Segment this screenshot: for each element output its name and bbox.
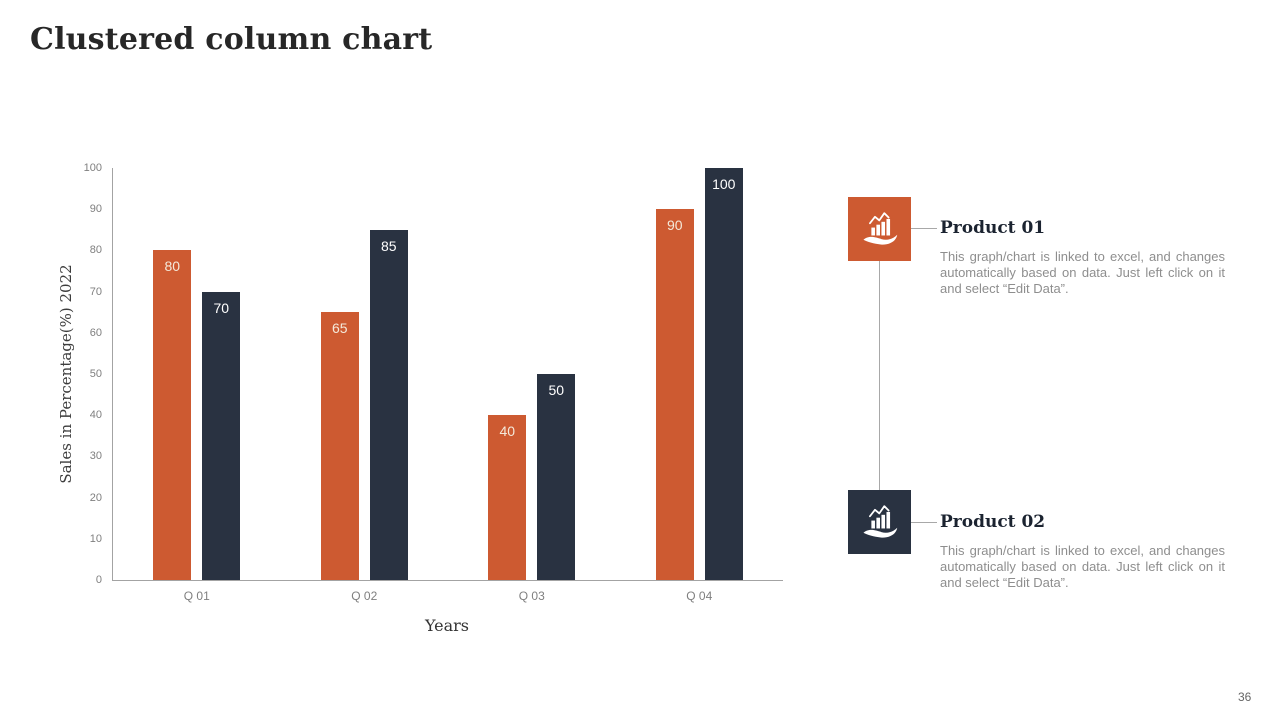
x-axis-title: Years bbox=[424, 616, 470, 635]
legend-item-description: This graph/chart is linked to excel, and… bbox=[940, 249, 1225, 296]
y-tick-label: 0 bbox=[95, 574, 102, 586]
x-category-label: Q 03 bbox=[518, 589, 545, 603]
y-tick-label: 50 bbox=[89, 368, 102, 380]
legend-connector-line bbox=[879, 261, 880, 490]
y-tick-label: 40 bbox=[89, 409, 102, 422]
legend-connector-tick bbox=[911, 228, 937, 229]
page-number: 36 bbox=[1238, 690, 1252, 704]
bar-product-02-q-03: 50 bbox=[537, 374, 576, 580]
y-tick-label: 30 bbox=[89, 450, 102, 463]
y-tick-label: 20 bbox=[89, 491, 102, 504]
bar-value-label: 80 bbox=[164, 258, 181, 275]
bar-product-02-q-04: 100 bbox=[704, 168, 743, 580]
legend-item-description: This graph/chart is linked to excel, and… bbox=[940, 543, 1225, 590]
bar-product-01-q-03: 40 bbox=[488, 415, 527, 580]
x-category-label: Q 02 bbox=[351, 589, 378, 603]
chart-in-hand-icon bbox=[848, 197, 911, 261]
y-tick-label: 60 bbox=[89, 326, 102, 339]
legend-item-title: Product 02 bbox=[940, 512, 1046, 532]
bar-value-label: 65 bbox=[331, 320, 348, 337]
bar-value-label: 40 bbox=[499, 423, 516, 440]
y-tick-label: 90 bbox=[89, 203, 102, 216]
bar-value-label: 100 bbox=[712, 176, 736, 192]
bar-value-label: 70 bbox=[213, 299, 230, 316]
y-tick-label: 80 bbox=[89, 244, 102, 257]
legend-item-title: Product 01 bbox=[940, 218, 1046, 238]
clustered-column-chart: 0 10 20 30 40 50 60 70 80 90 100 Q 01 80 70 Q 02 65 85 Q … bbox=[84, 162, 783, 603]
bar-product-02-q-01: 70 bbox=[202, 291, 241, 580]
bar-product-01-q-02: 65 bbox=[320, 312, 359, 580]
bar-product-01-q-01: 80 bbox=[153, 250, 192, 580]
y-tick-label: 10 bbox=[89, 532, 102, 545]
page-title: Clustered column chart bbox=[30, 22, 433, 57]
chart-in-hand-icon bbox=[848, 490, 911, 554]
bar-value-label: 90 bbox=[666, 217, 683, 234]
y-axis-title: Sales in Percentage(%) 2022 bbox=[57, 264, 75, 484]
bar-value-label: 85 bbox=[380, 237, 397, 254]
bar-product-01-q-04: 90 bbox=[655, 209, 694, 580]
x-category-label: Q 01 bbox=[183, 589, 210, 603]
y-tick-label: 70 bbox=[89, 285, 102, 298]
legend-connector-tick bbox=[911, 522, 937, 523]
y-tick-label: 100 bbox=[83, 162, 102, 174]
x-category-label: Q 04 bbox=[686, 589, 713, 603]
bar-value-label: 50 bbox=[548, 382, 565, 398]
bar-product-02-q-02: 85 bbox=[369, 229, 408, 580]
